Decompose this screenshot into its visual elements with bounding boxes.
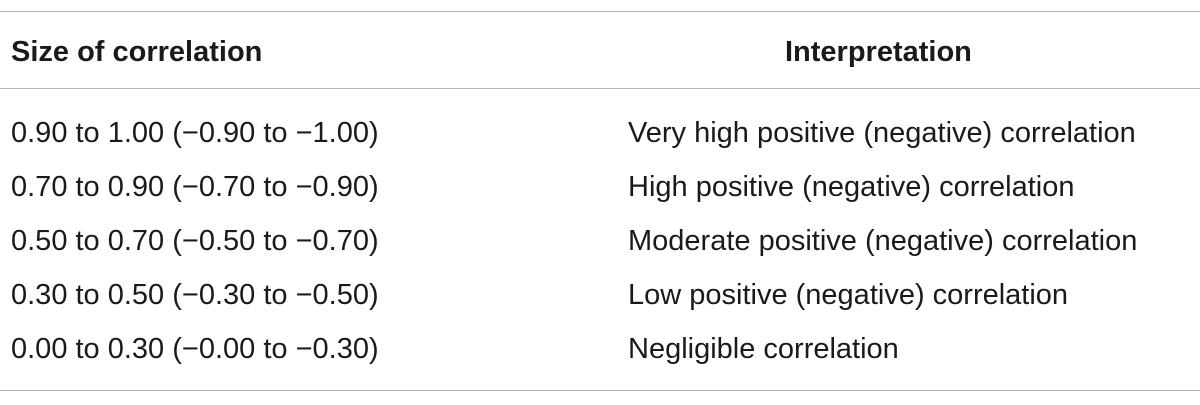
table-header-row: Size of correlation Interpretation <box>0 28 1200 76</box>
table-body: 0.90 to 1.00 (−0.90 to −1.00) Very high … <box>0 106 1200 376</box>
cell-size: 0.00 to 0.30 (−0.00 to −0.30) <box>11 333 379 365</box>
cell-interpretation: Negligible correlation <box>628 333 899 365</box>
table-row: 0.90 to 1.00 (−0.90 to −1.00) Very high … <box>0 106 1200 160</box>
table-bottom-rule <box>0 390 1200 391</box>
cell-size: 0.50 to 0.70 (−0.50 to −0.70) <box>11 225 379 257</box>
cell-size: 0.90 to 1.00 (−0.90 to −1.00) <box>11 117 379 149</box>
cell-interpretation: High positive (negative) correlation <box>628 171 1075 203</box>
cell-interpretation: Moderate positive (negative) correlation <box>628 225 1138 257</box>
table-header-rule <box>0 88 1200 89</box>
cell-size: 0.30 to 0.50 (−0.30 to −0.50) <box>11 279 379 311</box>
table-row: 0.70 to 0.90 (−0.70 to −0.90) High posit… <box>0 160 1200 214</box>
table-row: 0.50 to 0.70 (−0.50 to −0.70) Moderate p… <box>0 214 1200 268</box>
table-top-rule <box>0 11 1200 12</box>
header-size-of-correlation: Size of correlation <box>11 36 263 68</box>
cell-size: 0.70 to 0.90 (−0.70 to −0.90) <box>11 171 379 203</box>
table-row: 0.30 to 0.50 (−0.30 to −0.50) Low positi… <box>0 268 1200 322</box>
cell-interpretation: Very high positive (negative) correlatio… <box>628 117 1136 149</box>
cell-interpretation: Low positive (negative) correlation <box>628 279 1069 311</box>
table-row: 0.00 to 0.30 (−0.00 to −0.30) Negligible… <box>0 322 1200 376</box>
header-interpretation: Interpretation <box>785 36 972 68</box>
